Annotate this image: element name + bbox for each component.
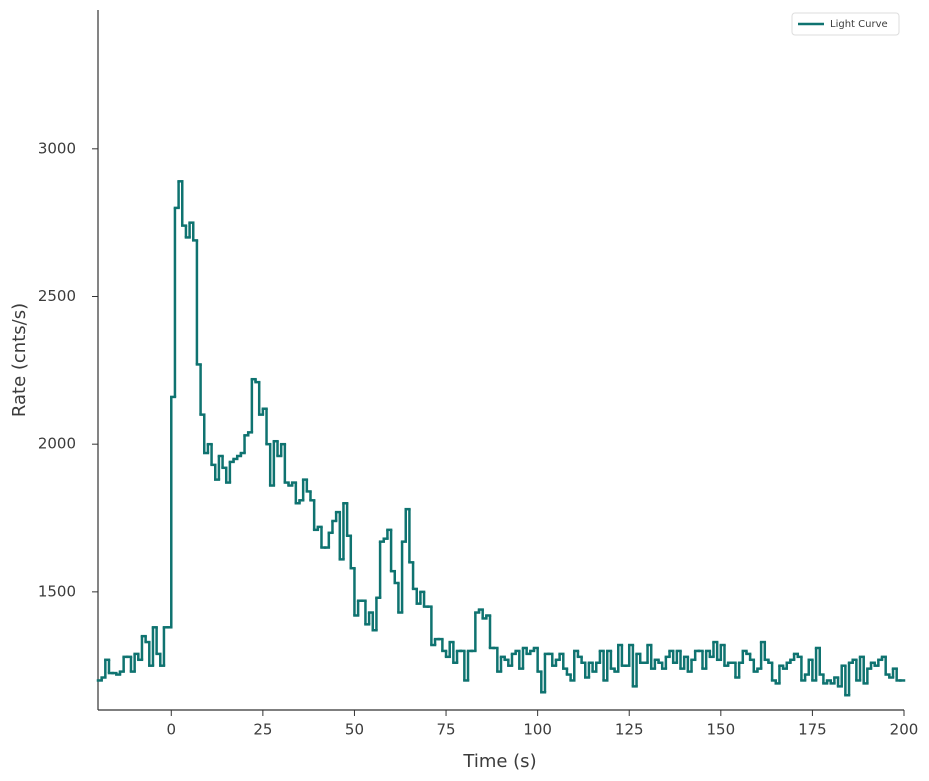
y-tick-label: 3000 <box>38 139 76 157</box>
x-tick-label: 25 <box>253 721 272 739</box>
y-tick-label: 2000 <box>38 435 76 453</box>
y-tick-label: 2500 <box>38 287 76 305</box>
x-tick-label: 150 <box>706 721 735 739</box>
x-tick-label: 175 <box>798 721 827 739</box>
y-tick-label: 1500 <box>38 582 76 600</box>
x-tick-label: 0 <box>166 721 176 739</box>
x-tick-label: 200 <box>890 721 919 739</box>
x-axis-label: Time (s) <box>462 751 536 772</box>
x-tick-label: 50 <box>345 721 364 739</box>
y-axis-label: Rate (cnts/s) <box>9 303 30 417</box>
x-tick-label: 75 <box>436 721 455 739</box>
legend-label: Light Curve <box>830 19 888 30</box>
legend-box <box>791 12 900 36</box>
x-tick-label: 125 <box>615 721 644 739</box>
x-tick-label: 100 <box>523 721 552 739</box>
